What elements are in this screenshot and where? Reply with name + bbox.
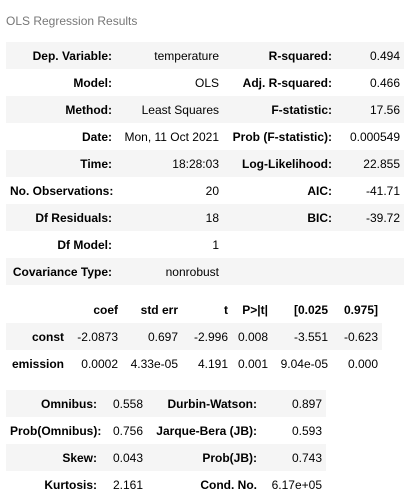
- summary-label: Model:: [73, 75, 112, 90]
- summary-value: Mon, 11 Oct 2021: [124, 129, 220, 144]
- coefficients-header-cell: coef: [93, 302, 118, 317]
- summary-label: R-squared:: [268, 48, 332, 63]
- diagnostics-value: 6.17e+05: [271, 477, 322, 492]
- summary-value: 17.56: [369, 102, 400, 117]
- coefficients-header-cell: t: [224, 302, 228, 317]
- summary-label: Prob (F-statistic):: [232, 129, 332, 144]
- summary-value: 0.494: [369, 48, 400, 63]
- diagnostics-label: Prob(Omnibus):: [10, 423, 101, 438]
- coefficient-value: 0.0002: [81, 356, 118, 371]
- coefficients-table: coef std err t P>|t| [0.025 0.975] const -2.08…: [6, 296, 382, 377]
- summary-label: Df Model:: [57, 237, 112, 252]
- summary-label: Date:: [81, 129, 112, 144]
- diagnostics-value: 2.161: [112, 477, 143, 492]
- coefficient-value: 4.191: [197, 356, 228, 371]
- coefficient-value: 0.001: [237, 356, 268, 371]
- diagnostics-value: 0.743: [291, 450, 322, 465]
- diagnostics-table: Omnibus: 0.558 Durbin-Watson: 0.897 Prob(Omn…: [6, 390, 326, 498]
- coefficients-header-cell: [6, 296, 68, 323]
- coefficients-header-cell: [0.025: [293, 302, 328, 317]
- coefficient-name: emission: [11, 356, 64, 371]
- diagnostics-label: Kurtosis:: [44, 477, 97, 492]
- coefficient-value: 0.000: [347, 356, 378, 371]
- diagnostics-label: Cond. No.: [200, 477, 257, 492]
- summary-label: [223, 231, 336, 258]
- coefficients-header-cell: 0.975]: [343, 302, 378, 317]
- summary-row: Model: OLS Adj. R-squared: 0.466: [6, 69, 404, 96]
- summary-label: No. Observations:: [10, 183, 114, 198]
- coefficient-value: 0.008: [237, 329, 268, 344]
- summary-label: AIC:: [307, 183, 332, 198]
- summary-label: Adj. R-squared:: [242, 75, 332, 90]
- summary-label: Method:: [65, 102, 112, 117]
- summary-row: Covariance Type: nonrobust: [6, 258, 404, 285]
- summary-row: Df Model: 1: [6, 231, 404, 258]
- summary-label: Dep. Variable:: [32, 48, 112, 63]
- diagnostics-value: 0.897: [291, 396, 322, 411]
- diagnostics-label: Omnibus:: [41, 396, 97, 411]
- summary-row: Df Residuals: 18 BIC: -39.72: [6, 204, 404, 231]
- coefficient-name: const: [31, 329, 64, 344]
- coefficient-value: -2.996: [193, 329, 228, 344]
- diagnostics-row: Prob(Omnibus): 0.756 Jarque-Bera (JB): 0.59…: [6, 417, 326, 444]
- summary-value: 20: [205, 183, 219, 198]
- summary-value: nonrobust: [165, 264, 219, 279]
- diagnostics-label: Prob(JB):: [202, 450, 257, 465]
- coefficient-value: -2.0873: [77, 329, 118, 344]
- summary-value: 22.855: [363, 156, 400, 171]
- diagnostics-row: Skew: 0.043 Prob(JB): 0.743: [6, 444, 326, 471]
- summary-label: BIC:: [307, 210, 332, 225]
- summary-row: Method: Least Squares F-statistic: 17.56: [6, 96, 404, 123]
- diagnostics-value: 0.756: [112, 423, 143, 438]
- summary-label: Df Residuals:: [35, 210, 112, 225]
- coefficient-value: -0.623: [343, 329, 378, 344]
- summary-label: Time:: [80, 156, 112, 171]
- summary-row: No. Observations: 20 AIC: -41.71: [6, 177, 404, 204]
- summary-label: Covariance Type:: [12, 264, 112, 279]
- summary-value: 0.000549: [349, 129, 400, 144]
- summary-value: -41.71: [365, 183, 400, 198]
- diagnostics-value: 0.558: [112, 396, 143, 411]
- summary-label: Log-Likelihood:: [242, 156, 332, 171]
- diagnostics-value: 0.043: [112, 450, 143, 465]
- coefficient-row: emission 0.0002 4.33e-05 4.191 0.001 9.04e-05…: [6, 350, 382, 377]
- summary-row: Date: Mon, 11 Oct 2021 Prob (F-statistic):…: [6, 123, 404, 150]
- summary-value: temperature: [154, 48, 219, 63]
- coefficient-value: 0.697: [147, 329, 178, 344]
- summary-value: [336, 231, 404, 258]
- diagnostics-value: 0.593: [291, 423, 322, 438]
- coefficient-value: -3.551: [293, 329, 328, 344]
- summary-table: Dep. Variable: temperature R-squared: 0.494…: [6, 42, 404, 285]
- coefficient-value: 4.33e-05: [130, 356, 178, 371]
- coefficient-value: 9.04e-05: [280, 356, 328, 371]
- diagnostics-row: Omnibus: 0.558 Durbin-Watson: 0.897: [6, 390, 326, 417]
- summary-row: Time: 18:28:03 Log-Likelihood: 22.855: [6, 150, 404, 177]
- summary-value: 0.466: [369, 75, 400, 90]
- coefficients-header-row: coef std err t P>|t| [0.025 0.975]: [6, 296, 382, 323]
- summary-label: [223, 258, 336, 285]
- coefficient-row: const -2.0873 0.697 -2.996 0.008 -3.551 -0.623: [6, 323, 382, 350]
- summary-value: Least Squares: [141, 102, 219, 117]
- diagnostics-label: Skew:: [62, 450, 97, 465]
- coefficients-header-cell: std err: [140, 302, 178, 317]
- summary-label: F-statistic:: [271, 102, 332, 117]
- summary-row: Dep. Variable: temperature R-squared: 0.494: [6, 42, 404, 69]
- summary-value: 18: [205, 210, 219, 225]
- summary-value: -39.72: [365, 210, 400, 225]
- summary-value: 1: [212, 237, 219, 252]
- summary-value: OLS: [194, 75, 219, 90]
- summary-value: [336, 258, 404, 285]
- diagnostics-label: Jarque-Bera (JB):: [156, 423, 257, 438]
- diagnostics-label: Durbin-Watson:: [167, 396, 257, 411]
- diagnostics-row: Kurtosis: 2.161 Cond. No. 6.17e+05: [6, 471, 326, 498]
- coefficients-header-cell: P>|t|: [242, 302, 268, 317]
- summary-value: 18:28:03: [172, 156, 219, 171]
- table-caption: OLS Regression Results: [6, 14, 138, 28]
